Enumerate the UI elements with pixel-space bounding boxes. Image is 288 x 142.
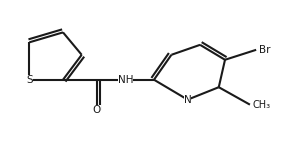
Text: CH₃: CH₃ [252,100,270,110]
Text: O: O [92,105,101,115]
Text: N: N [184,95,192,105]
Text: NH: NH [118,75,133,85]
Text: S: S [26,75,33,85]
Text: Br: Br [259,45,270,55]
